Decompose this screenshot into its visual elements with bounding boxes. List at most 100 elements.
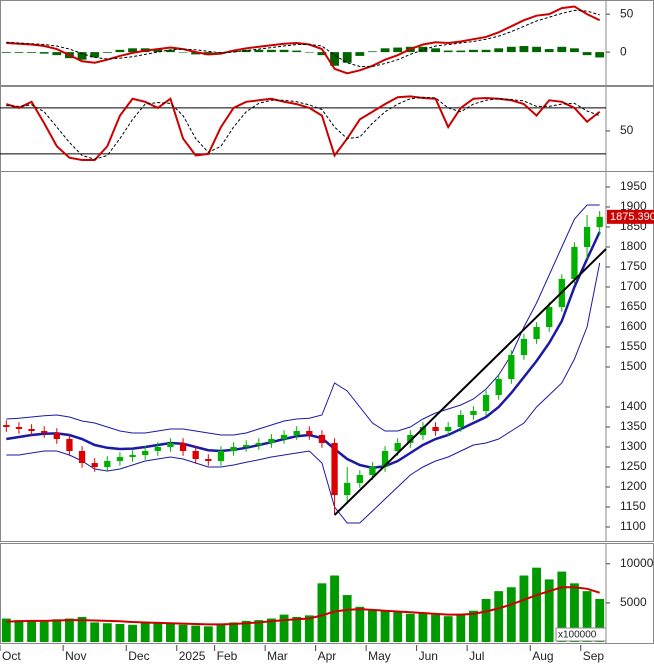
candle-body	[104, 461, 111, 467]
histogram-bar	[191, 52, 201, 55]
volume-bar	[532, 567, 541, 642]
y-tick-label: 1100	[620, 519, 646, 533]
volume-bar	[166, 624, 175, 642]
volume-bar	[393, 612, 403, 642]
x-tick-label: Feb	[217, 649, 238, 663]
volume-bar	[570, 583, 579, 642]
candle-body	[356, 475, 363, 483]
x-tick-label: Jun	[419, 649, 438, 663]
candle-body	[3, 425, 10, 427]
indicator-line	[6, 5, 601, 75]
volume-bar	[27, 620, 36, 642]
histogram-bar	[317, 52, 327, 56]
x-tick-label: Apr	[318, 649, 337, 663]
y-tick-label: 1750	[620, 259, 647, 273]
volume-bar	[90, 622, 100, 642]
histogram-bar	[469, 49, 478, 53]
volume-bar	[254, 620, 264, 642]
y-tick-label: 50	[620, 6, 634, 20]
trend-line	[333, 248, 607, 516]
candle-body	[268, 439, 275, 443]
volume-bar	[342, 595, 352, 642]
volume-bar	[140, 621, 150, 642]
y-tick-label: 1700	[620, 279, 647, 293]
histogram-bar	[570, 48, 579, 53]
y-tick-label: 50	[620, 123, 634, 137]
y-tick-label: 1600	[620, 319, 647, 333]
candle-body	[192, 451, 199, 459]
volume-bar	[102, 623, 112, 642]
histogram-bar	[481, 49, 491, 53]
candle-body	[255, 443, 262, 445]
y-tick-label: 1400	[620, 399, 647, 413]
histogram-bar	[355, 52, 365, 56]
last-price-box	[607, 209, 654, 224]
histogram-bar	[494, 48, 504, 53]
volume-bar	[557, 571, 567, 642]
histogram-bar	[557, 46, 567, 53]
candle-body	[243, 445, 250, 447]
candle-body	[53, 433, 60, 439]
y-tick-label: 1900	[620, 199, 647, 213]
y-tick-label: 1200	[620, 479, 647, 493]
histogram-bar	[443, 50, 453, 53]
histogram-bar	[292, 50, 302, 53]
histogram-bar	[368, 51, 377, 53]
y-tick-label: 1150	[620, 499, 646, 513]
volume-bar	[355, 606, 365, 642]
unit-box	[555, 627, 607, 642]
x-tick-label: Mar	[267, 649, 288, 663]
candle-body	[66, 439, 73, 451]
last-price-label: 1875.390	[610, 211, 654, 223]
y-tick-label: 1350	[620, 419, 647, 433]
x-tick-label: Sep	[583, 649, 605, 663]
histogram-bar	[431, 48, 440, 53]
candle-body	[293, 431, 300, 435]
histogram-bar	[279, 49, 289, 53]
candle-body	[495, 379, 502, 395]
candle-body	[457, 415, 464, 427]
volume-bar	[292, 616, 302, 642]
histogram-bar	[178, 52, 188, 53]
volume-bar	[52, 619, 62, 642]
histogram-bar	[418, 46, 428, 53]
candle-body	[230, 447, 237, 451]
candle-body	[205, 459, 212, 461]
histogram-bar	[153, 49, 163, 53]
volume-bar	[39, 621, 49, 642]
histogram-bar	[1, 52, 11, 53]
candle-body	[331, 443, 338, 495]
volume-bar	[317, 583, 327, 642]
histogram-bar	[39, 52, 49, 54]
histogram-bar	[519, 46, 529, 53]
y-tick-label: 1800	[620, 239, 647, 253]
volume-bar	[267, 618, 276, 642]
volume-bar	[481, 598, 491, 642]
candle-body	[41, 431, 48, 433]
volume-bar	[582, 591, 592, 642]
candle-body	[546, 307, 553, 327]
volume-bar	[279, 614, 289, 642]
volume-bar	[431, 614, 440, 642]
y-tick-label: 1300	[620, 439, 647, 453]
candle-body	[369, 467, 376, 475]
volume-bar	[203, 626, 213, 642]
candle-body	[306, 431, 313, 435]
volume-bar	[14, 620, 24, 642]
candle-body	[533, 327, 540, 339]
volume-bar	[65, 618, 74, 642]
histogram-bar	[77, 52, 87, 60]
histogram-bar	[532, 46, 541, 53]
y-tick-label: 1950	[620, 179, 647, 193]
histogram-bar	[115, 49, 125, 53]
x-tick-label: Nov	[65, 649, 86, 663]
candle-body	[116, 457, 124, 461]
volume-bar	[128, 624, 137, 642]
histogram-bar	[52, 52, 62, 56]
volume-bar	[544, 579, 554, 642]
candle-body	[470, 411, 477, 415]
candle-body	[78, 451, 86, 463]
volume-bar	[153, 623, 163, 642]
histogram-bar	[456, 50, 466, 53]
